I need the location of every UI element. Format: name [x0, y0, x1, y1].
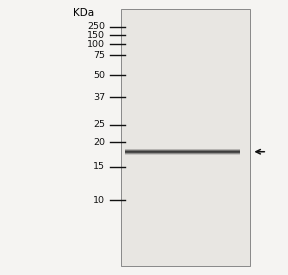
Text: 37: 37: [93, 93, 105, 102]
Text: KDa: KDa: [73, 7, 94, 18]
Text: 150: 150: [87, 31, 105, 40]
Text: 100: 100: [87, 40, 105, 49]
Text: 15: 15: [93, 162, 105, 171]
Text: 50: 50: [93, 71, 105, 80]
Text: 250: 250: [87, 22, 105, 31]
Text: 20: 20: [93, 138, 105, 147]
Text: 10: 10: [93, 196, 105, 205]
Bar: [121, 9, 250, 266]
Text: 75: 75: [93, 51, 105, 60]
Text: 25: 25: [93, 120, 105, 129]
